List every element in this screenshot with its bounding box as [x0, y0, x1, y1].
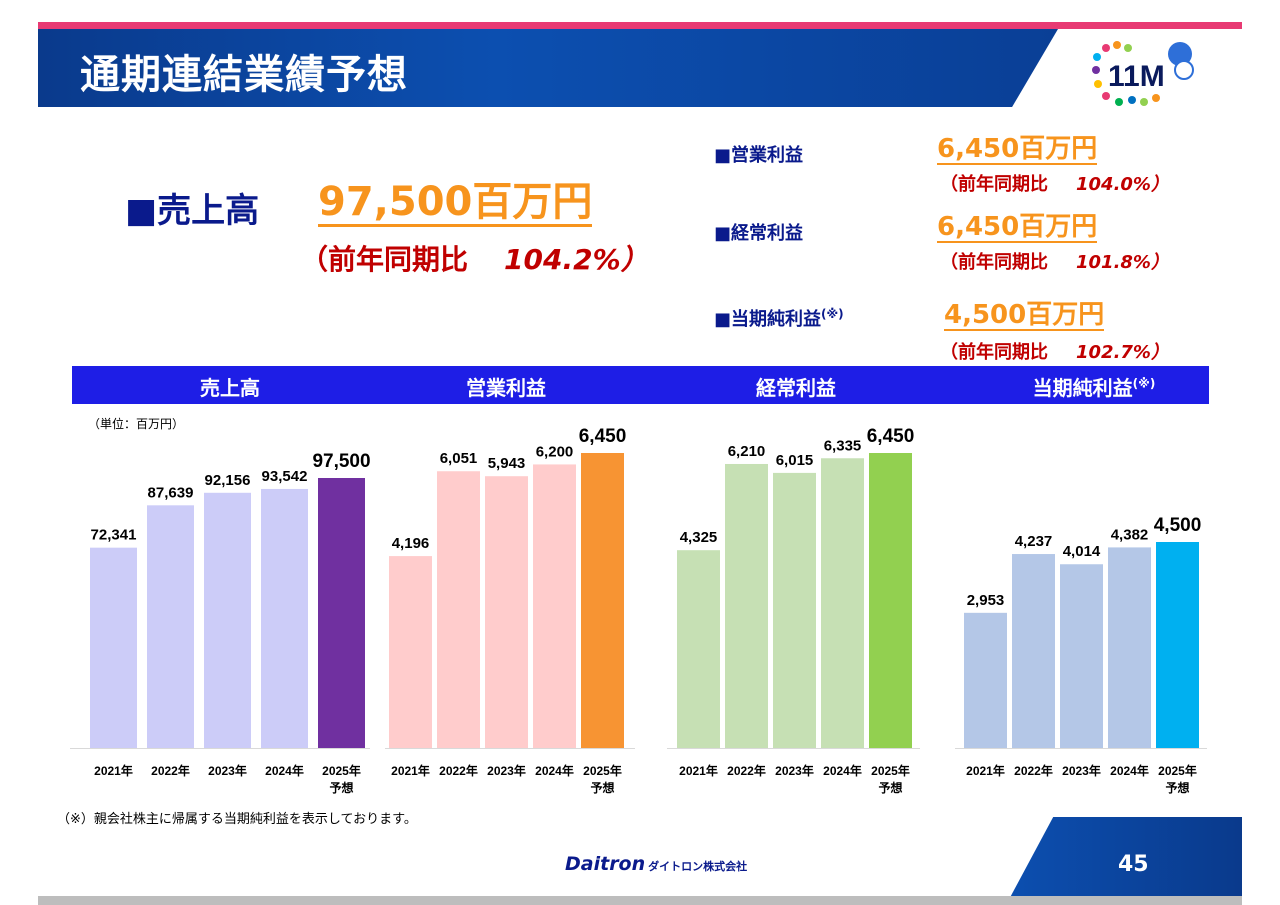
operating-profit-value: 6,450百万円	[937, 134, 1098, 165]
chart-category-label: 2025年	[1158, 763, 1197, 778]
net-income-yoy: （前年同期比 102.7%）	[940, 342, 1169, 363]
chart-data-label: 6,015	[776, 452, 814, 469]
chart-bar	[389, 556, 432, 748]
chart-category-label: 2024年	[535, 763, 574, 778]
chart-category-label: 2024年	[823, 763, 862, 778]
ordinary-profit-yoy: （前年同期比 101.8%）	[940, 252, 1169, 273]
chart-category-label: 2021年	[391, 763, 430, 778]
chart-data-label: 4,237	[1015, 533, 1053, 550]
chart-data-label: 87,639	[148, 484, 194, 501]
chart-category-label: 2022年	[1014, 763, 1053, 778]
chart-bar	[485, 476, 528, 748]
chart-category-label: 2023年	[775, 763, 814, 778]
net-income-label: ■当期純利益(※)	[714, 307, 844, 330]
yoy-label: （前年同期比	[300, 243, 469, 276]
chart-category-label: 2022年	[727, 763, 766, 778]
chart-bar	[318, 478, 365, 748]
chart-category-label: 2022年	[151, 763, 190, 778]
chart-category-label: 2021年	[966, 763, 1005, 778]
chart-header-operating: 営業利益	[466, 376, 546, 400]
brand-logo: Daitron ダイトロン株式会社	[565, 853, 748, 875]
chart-bar	[821, 458, 864, 748]
chart-category-label: 予想	[878, 780, 902, 795]
chart-bar	[725, 463, 768, 748]
operating-profit-yoy: （前年同期比 104.0%）	[940, 174, 1169, 195]
operating-profit-label: ■営業利益	[714, 145, 804, 166]
chart-data-label: 6,051	[440, 450, 478, 467]
chart-data-label: 92,156	[205, 472, 251, 489]
chart-category-label: 予想	[1165, 780, 1189, 795]
sales-heading: ■売上高	[125, 191, 260, 231]
chart-data-label: 4,014	[1063, 543, 1101, 560]
chart-data-label: 72,341	[91, 527, 137, 544]
corner-decoration	[1006, 817, 1242, 905]
chart-category-label: 2023年	[487, 763, 526, 778]
chart-bar	[1012, 554, 1055, 748]
chart-bar	[581, 453, 624, 748]
ordinary-profit-value: 6,450百万円	[937, 212, 1098, 243]
chart-bar	[147, 505, 194, 748]
chart-category-label: 2021年	[94, 763, 133, 778]
net-income-value: 4,500百万円	[944, 300, 1105, 331]
chart-data-label: 4,325	[680, 529, 718, 546]
chart-category-label: 2023年	[1062, 763, 1101, 778]
chart-category-label: 2024年	[1110, 763, 1149, 778]
chart-category-label: 2025年	[583, 763, 622, 778]
unit-label: （単位：百万円）	[88, 417, 185, 431]
title-bar	[38, 29, 1058, 107]
chart-category-label: 予想	[590, 780, 614, 795]
chart-data-label: 4,382	[1111, 526, 1149, 543]
sales-yoy: （前年同期比 104.2%）	[300, 238, 649, 278]
chart-data-label: 97,500	[312, 451, 370, 472]
chart-data-label: 93,542	[262, 468, 308, 485]
chart-data-label: 6,450	[579, 426, 627, 447]
sales-forecast-value: 97,500百万円	[318, 179, 593, 227]
page-title: 通期連結業績予想	[80, 52, 408, 98]
chart-category-label: 予想	[329, 780, 353, 795]
chart-header-bar	[72, 366, 1209, 404]
chart-header-sales: 売上高	[200, 376, 260, 400]
chart-bar	[204, 492, 251, 748]
chart-bar	[90, 547, 137, 748]
svg-text:11M: 11M	[1108, 60, 1165, 93]
chart-bar	[1108, 547, 1151, 748]
chart-category-label: 2025年	[871, 763, 910, 778]
footnote: （※）親会社株主に帰属する当期純利益を表示しております。	[57, 812, 417, 827]
chart-bar	[773, 472, 816, 748]
yoy-value: 104.2%）	[504, 243, 649, 276]
page-number: 45	[1118, 852, 1149, 877]
chart-data-label: 6,450	[867, 426, 915, 447]
chart-category-label: 2022年	[439, 763, 478, 778]
chart-data-label: 6,200	[536, 443, 574, 460]
chart-bar	[533, 464, 576, 748]
chart-data-label: 6,335	[824, 437, 862, 454]
chart-data-label: 2,953	[967, 592, 1005, 609]
chart-category-label: 2023年	[208, 763, 247, 778]
top-accent-line	[38, 22, 1242, 29]
chart-bar	[437, 471, 480, 748]
chart-category-label: 2025年	[322, 763, 361, 778]
chart-category-label: 2021年	[679, 763, 718, 778]
chart-header-ordinary: 経常利益	[756, 376, 836, 400]
chart-data-label: 5,943	[488, 455, 526, 472]
chart-bar	[964, 612, 1007, 748]
chart-data-label: 6,210	[728, 443, 766, 460]
bottom-line	[38, 896, 1242, 905]
chart-bar	[1156, 542, 1199, 748]
chart-bar	[261, 488, 308, 748]
chart-category-label: 2024年	[265, 763, 304, 778]
ordinary-profit-label: ■経常利益	[714, 223, 804, 244]
chart-bar	[869, 453, 912, 748]
chart-header-net: 当期純利益(※)	[1032, 376, 1156, 400]
chart-data-label: 4,196	[392, 535, 430, 552]
chart-data-label: 4,500	[1154, 515, 1202, 536]
chart-bar	[1060, 564, 1103, 748]
company-logo: 11M	[1092, 41, 1194, 106]
chart-bar	[677, 550, 720, 748]
